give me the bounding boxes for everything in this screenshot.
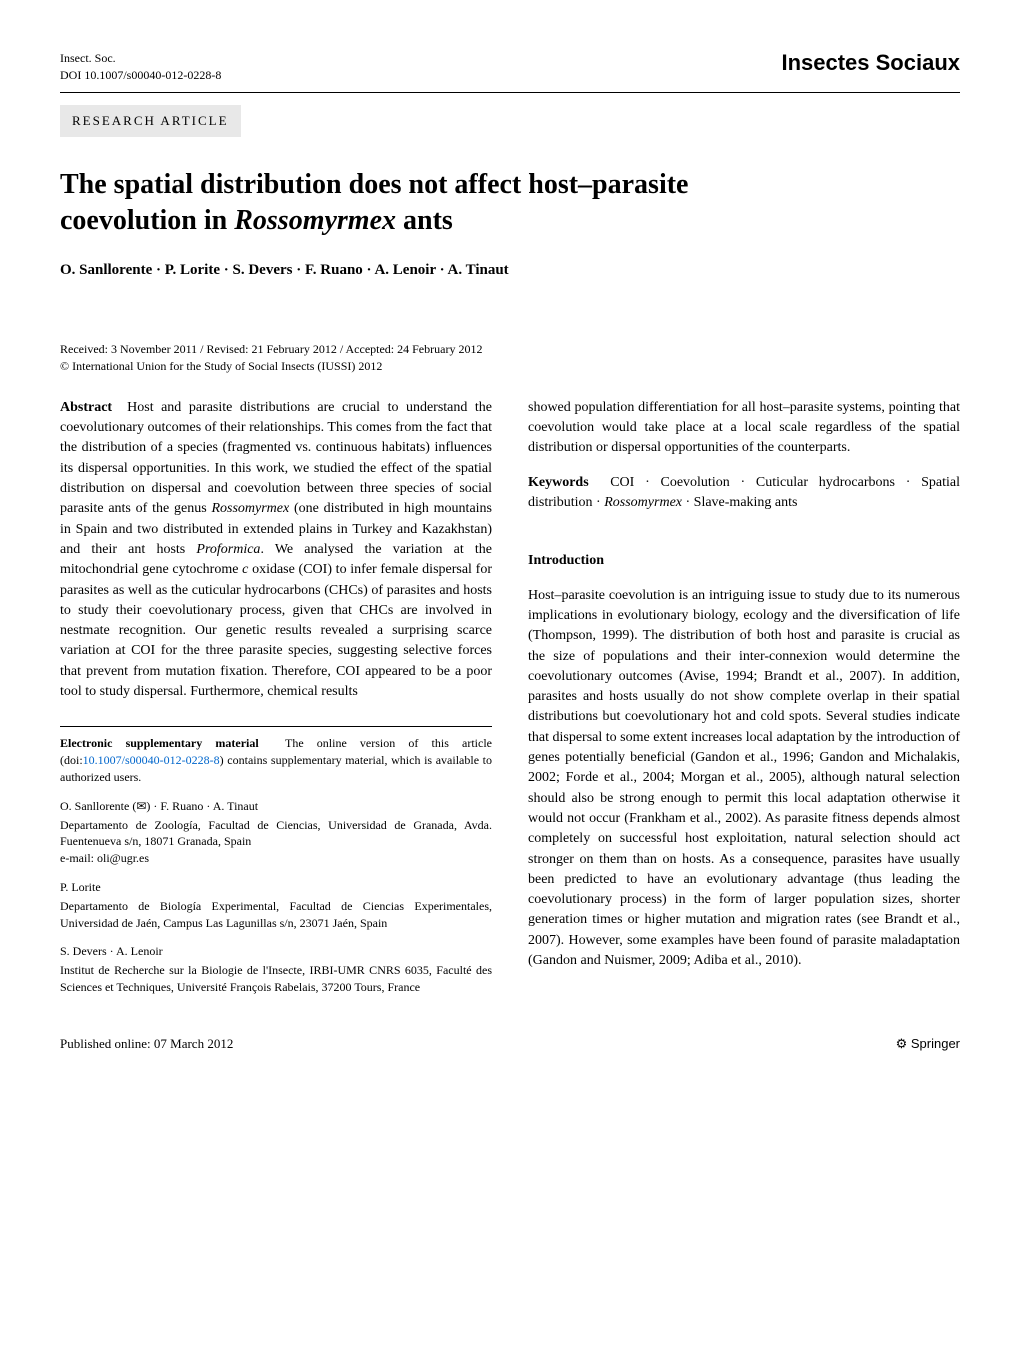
affil-address-1a: Departamento de Zoología, Facultad de Ci… xyxy=(60,817,492,851)
affiliation-3: S. Devers · A. Lenoir Institut de Recher… xyxy=(60,943,492,995)
doi-link[interactable]: 10.1007/s00040-012-0228-8 xyxy=(83,753,220,767)
abstract-continuation: showed population differentiation for al… xyxy=(528,398,960,459)
supplementary-block: Electronic supplementary material The on… xyxy=(60,726,492,785)
journal-abbrev: Insect. Soc. xyxy=(60,50,221,67)
keywords-italic: Rossomyrmex xyxy=(604,495,682,510)
copyright-line: © International Union for the Study of S… xyxy=(60,359,960,374)
abstract-italic1: Rossomyrmex xyxy=(211,501,289,516)
two-column-body: Abstract Host and parasite distributions… xyxy=(60,398,960,996)
title-genus: Rossomyrmex xyxy=(234,205,396,236)
springer-icon: ⚙ xyxy=(896,1036,908,1051)
left-column: Abstract Host and parasite distributions… xyxy=(60,398,492,996)
introduction-header: Introduction xyxy=(528,551,960,571)
right-column: showed population differentiation for al… xyxy=(528,398,960,996)
article-title: The spatial distribution does not affect… xyxy=(60,167,960,240)
header-rule xyxy=(60,92,960,93)
intro-paragraph-1: Host–parasite coevolution is an intrigui… xyxy=(528,586,960,972)
affil-email-1: e-mail: oli@ugr.es xyxy=(60,850,492,867)
article-type-badge: RESEARCH ARTICLE xyxy=(60,105,241,137)
keywords-post: · Slave-making ants xyxy=(682,495,797,510)
abstract-italic2: Proformica xyxy=(196,542,260,557)
abstract-text1: Host and parasite distributions are cruc… xyxy=(60,400,492,516)
abstract-text4: oxidase (COI) to infer female dispersal … xyxy=(60,562,492,699)
title-line2-post: ants xyxy=(396,205,453,236)
abstract-paragraph: Abstract Host and parasite distributions… xyxy=(60,398,492,702)
abstract-label: Abstract xyxy=(60,400,112,415)
affil-address-3: Institut de Recherche sur la Biologie de… xyxy=(60,962,492,996)
affil-names-2: P. Lorite xyxy=(60,879,492,896)
affil-names-1: O. Sanllorente (✉) · F. Ruano · A. Tinau… xyxy=(60,798,492,815)
springer-logo: ⚙ Springer xyxy=(896,1036,960,1052)
author-list: O. Sanllorente · P. Lorite · S. Devers ·… xyxy=(60,259,960,282)
affil-names-3: S. Devers · A. Lenoir xyxy=(60,943,492,960)
journal-meta: Insect. Soc. DOI 10.1007/s00040-012-0228… xyxy=(60,50,221,84)
footer-row: Published online: 07 March 2012 ⚙ Spring… xyxy=(60,1036,960,1052)
title-line1: The spatial distribution does not affect… xyxy=(60,169,688,200)
affil-address-2: Departamento de Biología Experimental, F… xyxy=(60,898,492,932)
keywords-line: Keywords COI · Coevolution · Cuticular h… xyxy=(528,473,960,514)
affiliation-2: P. Lorite Departamento de Biología Exper… xyxy=(60,879,492,931)
doi-line: DOI 10.1007/s00040-012-0228-8 xyxy=(60,67,221,84)
article-dates: Received: 3 November 2011 / Revised: 21 … xyxy=(60,342,960,357)
keywords-label: Keywords xyxy=(528,475,589,490)
published-online: Published online: 07 March 2012 xyxy=(60,1036,233,1052)
journal-logo: Insectes Sociaux xyxy=(781,50,960,76)
header-row: Insect. Soc. DOI 10.1007/s00040-012-0228… xyxy=(60,50,960,84)
supp-label: Electronic supplementary material xyxy=(60,736,259,750)
affiliation-1: O. Sanllorente (✉) · F. Ruano · A. Tinau… xyxy=(60,798,492,867)
title-line2-pre: coevolution in xyxy=(60,205,234,236)
springer-text: Springer xyxy=(911,1036,960,1051)
